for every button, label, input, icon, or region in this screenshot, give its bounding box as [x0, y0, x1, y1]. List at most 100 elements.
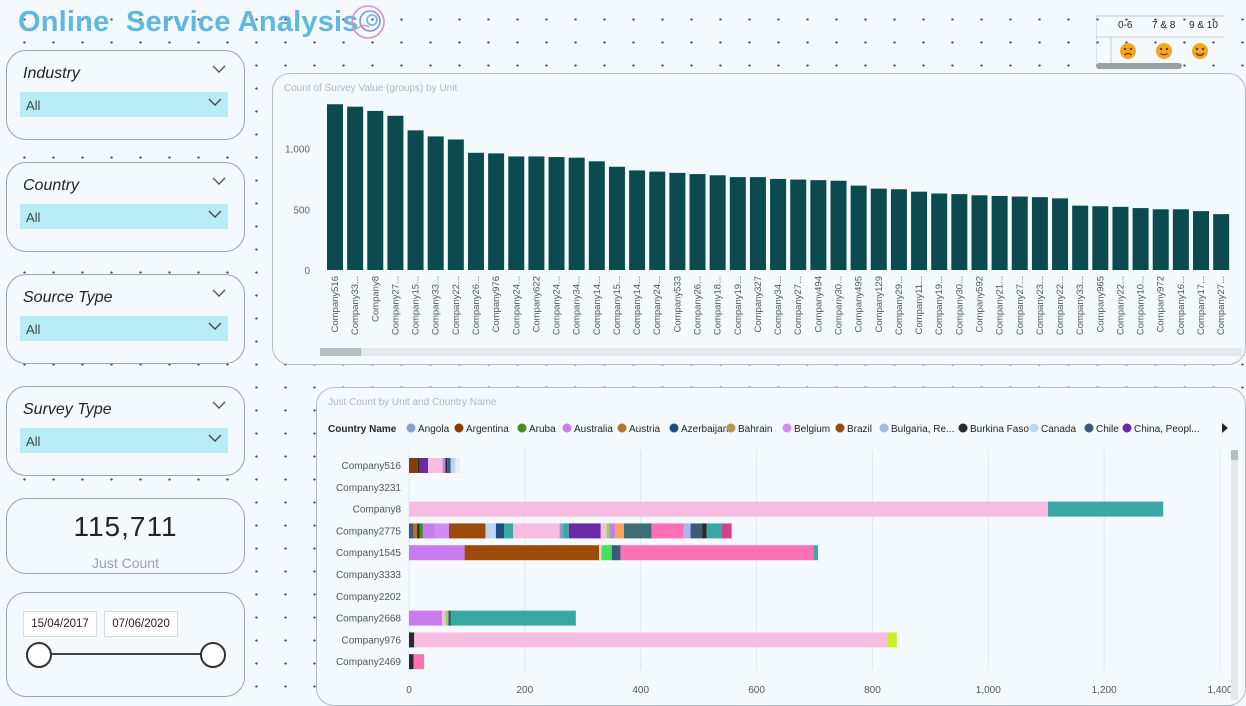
- bar-segment: [418, 458, 420, 473]
- bar: [1092, 206, 1108, 270]
- source-type-dropdown[interactable]: All: [20, 316, 228, 341]
- dropdown-value: All: [26, 434, 40, 449]
- bar: [730, 177, 746, 270]
- legend-next-arrow-icon: [1222, 423, 1228, 433]
- legend-title: Country Name: [328, 424, 397, 435]
- bar: [428, 136, 444, 270]
- bar-segment: [560, 523, 563, 538]
- x-tick-label: Company34...: [572, 276, 583, 335]
- collapse-chevron-icon[interactable]: [212, 288, 226, 298]
- industry-dropdown[interactable]: All: [20, 92, 228, 117]
- end-date-input[interactable]: 07/06/2020: [104, 611, 178, 637]
- bar-segment: [443, 458, 446, 473]
- industry-slicer: Industry All: [6, 50, 245, 140]
- y-category-label: Company3231: [336, 483, 401, 494]
- bar-segment: [455, 458, 460, 473]
- bar: [1173, 209, 1189, 270]
- collapse-chevron-icon[interactable]: [212, 176, 226, 186]
- legend-item: Brazil: [847, 424, 872, 435]
- x-tick-label: Company622: [531, 276, 542, 333]
- survey-type-dropdown[interactable]: All: [20, 428, 228, 453]
- bar-segment: [504, 523, 513, 538]
- bar-segment: [599, 545, 601, 560]
- x-tick-label: Company18...: [713, 276, 724, 335]
- bar-segment: [684, 523, 691, 538]
- collapse-chevron-icon[interactable]: [212, 400, 226, 410]
- bar-segment: [445, 611, 448, 626]
- x-tick-label: Company30...: [954, 276, 965, 335]
- kpi-label: Just Count: [7, 555, 244, 571]
- bar: [690, 174, 706, 270]
- slicer-label: Country: [23, 177, 79, 195]
- chevron-down-icon: [208, 433, 222, 443]
- bar: [770, 179, 786, 270]
- start-date-handle[interactable]: [26, 642, 52, 668]
- x-tick-label: Company495: [854, 276, 865, 333]
- bar: [468, 153, 484, 270]
- horizontal-scrollbar-track[interactable]: [320, 348, 1242, 356]
- y-category-label: Company2202: [336, 592, 401, 603]
- horizontal-scrollbar-thumb[interactable]: [320, 348, 361, 356]
- bar: [1193, 211, 1209, 270]
- end-date-handle[interactable]: [200, 642, 226, 668]
- date-slider-track[interactable]: [37, 653, 213, 655]
- country-dropdown[interactable]: All: [20, 204, 228, 229]
- y-category-label: Company1545: [336, 548, 401, 559]
- bar: [589, 161, 605, 270]
- x-tick-label: Company29...: [894, 276, 905, 335]
- legend-group-label: 0-6: [1118, 20, 1133, 31]
- x-tick-label: Company34...: [773, 276, 784, 335]
- kpi-card: 115,711 Just Count: [6, 498, 245, 574]
- x-tick-label: Company14...: [592, 276, 603, 335]
- bar-segment: [434, 523, 448, 538]
- bar: [569, 158, 585, 270]
- x-tick-label: 800: [864, 685, 881, 696]
- bar-segment: [612, 545, 621, 560]
- bar: [528, 156, 544, 270]
- bar-segment: [409, 611, 442, 626]
- legend-marker: [1085, 424, 1094, 433]
- bar-segment: [609, 523, 615, 538]
- legend-item: Burkina Faso: [970, 424, 1029, 435]
- legend-group-label: 7 & 8: [1152, 20, 1176, 31]
- x-tick-label: Company592: [974, 276, 985, 333]
- bar-segment: [423, 523, 435, 538]
- x-tick-label: Company11...: [914, 276, 925, 334]
- bar: [669, 173, 685, 270]
- start-date-input[interactable]: 15/04/2017: [23, 611, 97, 637]
- kpi-value: 115,711: [7, 511, 244, 543]
- bar-segment: [409, 545, 465, 560]
- legend-marker: [407, 424, 416, 433]
- bar: [971, 195, 987, 270]
- slicer-label: Survey Type: [23, 401, 112, 419]
- bar: [810, 180, 826, 270]
- bar: [891, 189, 907, 270]
- bar: [1072, 206, 1088, 270]
- x-tick-label: Company24...: [652, 276, 663, 335]
- bar: [951, 194, 967, 270]
- bar: [1052, 198, 1068, 270]
- bar-segment: [624, 523, 652, 538]
- x-tick-label: Company10...: [1136, 276, 1147, 335]
- x-tick-label: Company27...: [390, 276, 401, 335]
- y-category-label: Company2775: [336, 526, 401, 537]
- bar-segment: [414, 632, 887, 647]
- x-tick-label: 600: [748, 685, 765, 696]
- x-tick-label: Company22...: [451, 276, 462, 335]
- vertical-scrollbar-track[interactable]: [1231, 450, 1238, 700]
- bar: [327, 104, 343, 270]
- x-tick-label: Company26...: [471, 276, 482, 335]
- bar: [549, 157, 565, 270]
- bar: [347, 107, 363, 270]
- bar-segment: [620, 545, 813, 560]
- chevron-down-icon: [208, 321, 222, 331]
- bar-segment: [414, 654, 424, 669]
- analytics-logo-icon: [349, 3, 387, 41]
- bar-segment: [702, 523, 707, 538]
- collapse-chevron-icon[interactable]: [212, 64, 226, 74]
- count-by-unit-country-chart: Just Count by Unit and Country Name Coun…: [316, 387, 1246, 706]
- vertical-scrollbar-thumb[interactable]: [1231, 450, 1238, 460]
- y-category-label: Company3333: [336, 570, 401, 581]
- x-tick-label: Company26...: [693, 276, 704, 335]
- y-category-label: Company516: [342, 461, 402, 472]
